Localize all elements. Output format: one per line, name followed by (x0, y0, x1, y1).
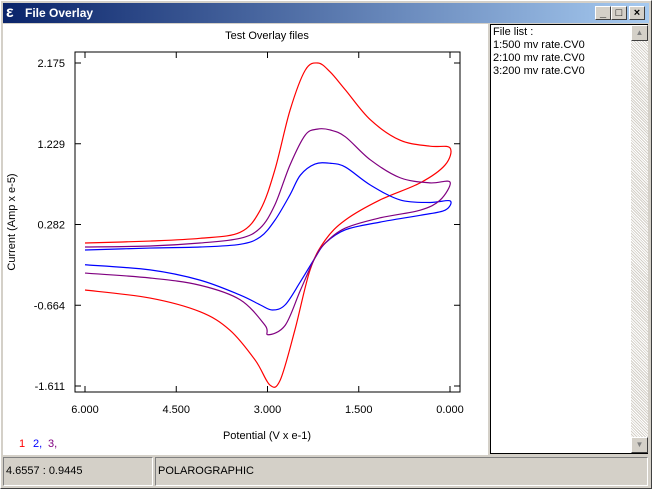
arrow-down-icon: ▼ (635, 440, 644, 449)
x-tick-label: 6.000 (71, 404, 99, 416)
x-tick-label: 0.000 (436, 404, 464, 416)
overlay-chart[interactable]: Test Overlay files 6.000 4.500 3.000 1.500 0… (3, 24, 488, 455)
arrow-up-icon: ▲ (635, 28, 644, 37)
y-tick-label: -1.611 (35, 381, 65, 393)
y-tick-label: 2.175 (37, 58, 65, 70)
legend-item-2: 2, (33, 438, 42, 450)
y-tick-label: -0.664 (34, 300, 65, 312)
x-tick-label: 1.500 (345, 404, 373, 416)
plot-frame (74, 51, 461, 393)
window-title: File Overlay (25, 6, 94, 20)
plot-area[interactable]: Test Overlay files 6.000 4.500 3.000 1.500 0… (3, 24, 488, 455)
chart-title: Test Overlay files (225, 30, 309, 42)
file-list-header: File list : (493, 26, 534, 38)
title-bar[interactable]: ε File Overlay _ □ × (3, 3, 649, 23)
x-tick-label: 4.500 (162, 404, 190, 416)
file-list-scrollbar[interactable]: ▲ ▼ (631, 24, 648, 454)
x-tick-label: 3.000 (254, 404, 282, 416)
minimize-button[interactable]: _ (595, 6, 611, 20)
e-app-icon: ε (6, 4, 14, 21)
scroll-down-button[interactable]: ▼ (631, 437, 648, 453)
file-list-item[interactable]: 1:500 mv rate.CV0 (493, 39, 585, 51)
maximize-icon: □ (615, 7, 623, 19)
x-axis-label: Potential (V x e-1) (223, 430, 311, 442)
y-tick-label: 1.229 (37, 139, 65, 151)
status-mode: POLAROGRAPHIC (155, 457, 648, 486)
series-3-line (84, 128, 451, 336)
file-list-item[interactable]: 3:200 mv rate.CV0 (493, 65, 585, 77)
series-1-line (84, 62, 452, 388)
scroll-up-button[interactable]: ▲ (631, 25, 648, 41)
legend: 1 2, 3, (19, 438, 57, 450)
y-axis-label: Current (Amp x e-5) (6, 173, 18, 270)
maximize-button[interactable]: □ (611, 6, 627, 20)
series-2-line (84, 162, 452, 311)
status-coordinates: 4.6557 : 0.9445 (3, 457, 153, 486)
close-icon: × (633, 7, 641, 19)
legend-item-1: 1 (19, 438, 25, 450)
file-list-item[interactable]: 2:100 mv rate.CV0 (493, 52, 585, 64)
minimize-icon: _ (599, 7, 607, 19)
close-button[interactable]: × (629, 6, 645, 20)
y-tick-label: 0.282 (37, 220, 65, 232)
legend-item-3: 3, (48, 438, 57, 450)
file-list-panel[interactable]: File list : 1:500 mv rate.CV0 2:100 mv r… (490, 24, 631, 454)
